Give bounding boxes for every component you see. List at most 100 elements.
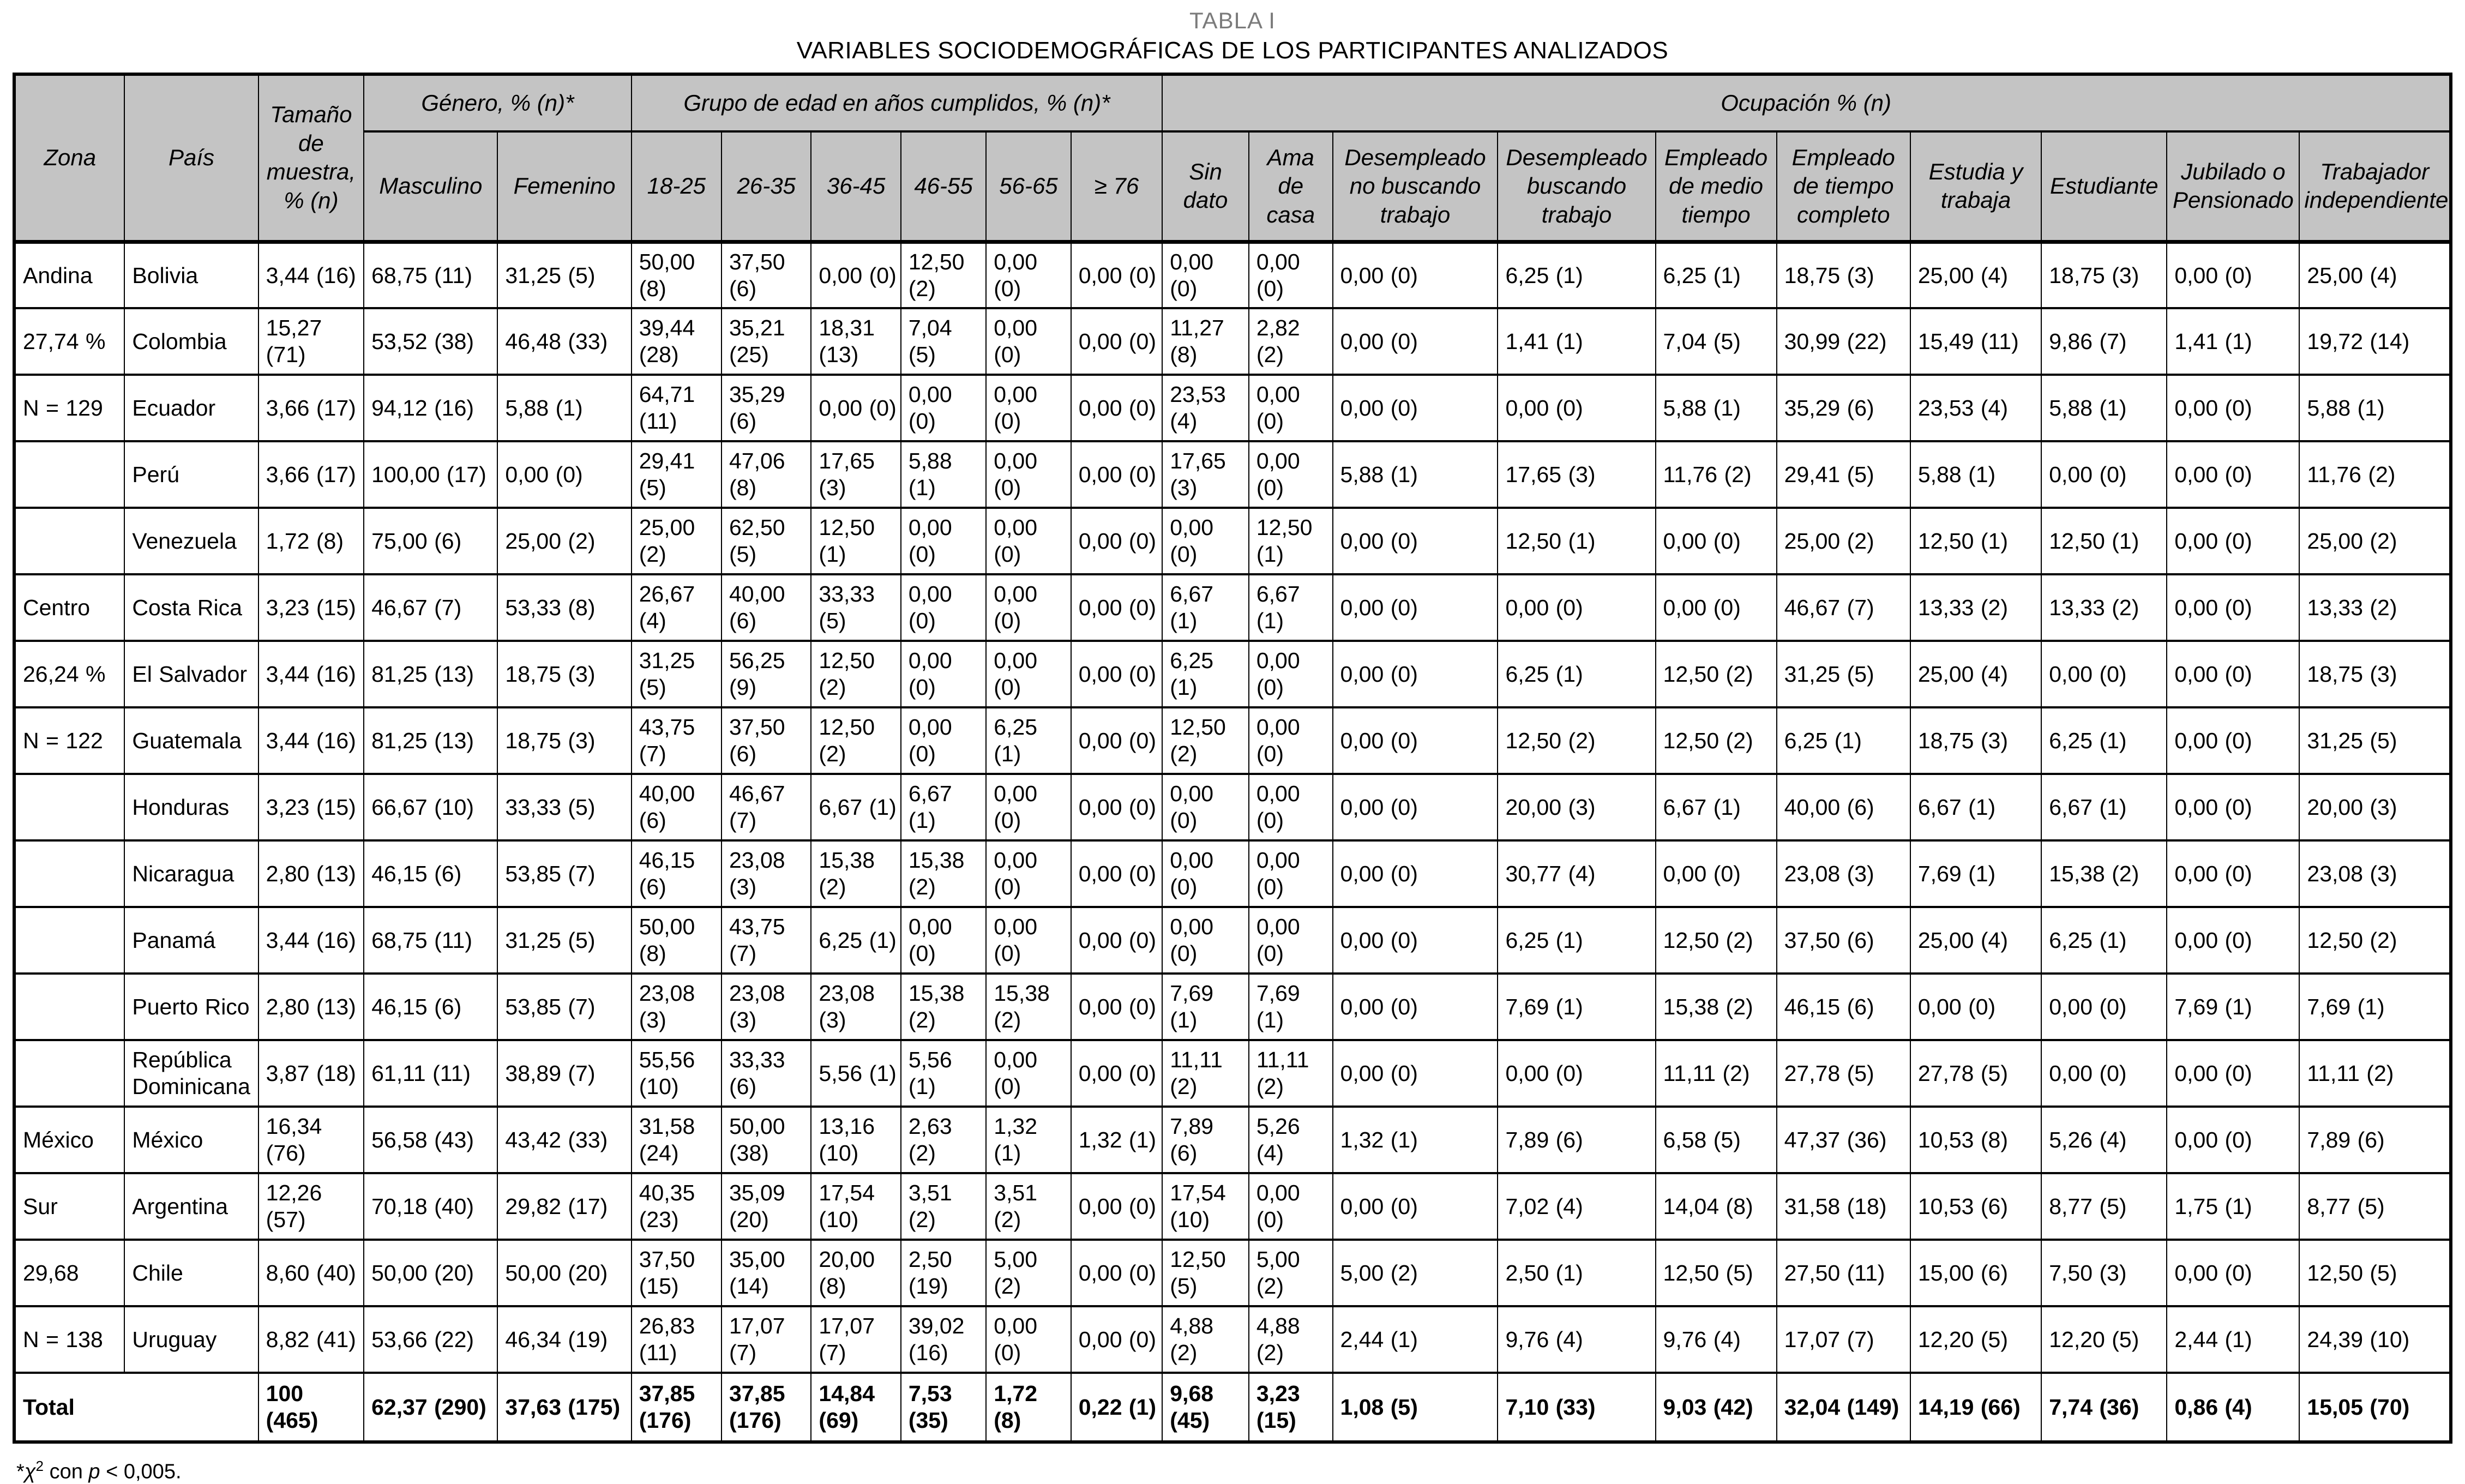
value-cell: 47,37 (36) xyxy=(1776,1106,1911,1175)
value-cell: 0,00 (0) xyxy=(2166,640,2300,709)
header-ama-de-casa: Ama de casa xyxy=(1248,130,1333,244)
table-row: 26,24 % El Salvador 3,44 (16) 81,25 (13) 18,… xyxy=(13,640,2451,709)
value-cell: 5,00 (2) xyxy=(1332,1239,1499,1308)
value-cell: 0,00 (0) xyxy=(1332,906,1499,975)
value-cell: 0,00 (0) xyxy=(1070,839,1163,909)
value-cell: 0,00 (0) xyxy=(985,374,1072,443)
pais-cell: Puerto Rico xyxy=(124,972,259,1042)
value-cell: 4,88 (2) xyxy=(1248,1305,1333,1374)
value-cell: 17,07 (7) xyxy=(1776,1305,1911,1374)
total-label-cell: Total xyxy=(14,1372,259,1444)
table-row: 27,74 % Colombia 15,27 (71) 53,52 (38) 46,48… xyxy=(13,307,2451,376)
sociodemographic-table: Zona País Tamaño de muestra, % (n) Géner… xyxy=(13,72,2452,1444)
value-cell: 31,25 (5) xyxy=(497,241,632,310)
value-cell: 11,11 (2) xyxy=(1162,1039,1249,1108)
value-cell: 0,00 (0) xyxy=(900,573,987,642)
header-desempleado-no-buscando: Desempleado no buscando trabajo xyxy=(1332,130,1499,244)
pais-cell: Panamá xyxy=(124,906,259,975)
value-cell: 0,00 (0) xyxy=(810,241,901,310)
value-cell: 50,00 (20) xyxy=(363,1239,498,1308)
value-cell: 0,00 (0) xyxy=(1070,573,1163,642)
value-cell: 0,00 (0) xyxy=(1070,640,1163,709)
value-cell: 0,00 (0) xyxy=(985,1039,1072,1108)
zona-cell: N = 129 xyxy=(13,374,125,443)
value-cell: 7,69 (1) xyxy=(1909,839,2042,909)
value-cell: 31,58 (24) xyxy=(630,1106,723,1175)
value-cell: 0,00 (0) xyxy=(1248,1172,1333,1241)
value-cell: 16,34 (76) xyxy=(257,1106,365,1175)
zona-cell: 27,74 % xyxy=(13,307,125,376)
value-cell: 2,44 (1) xyxy=(2166,1305,2300,1374)
table-row: República Dominicana 3,87 (18) 61,11 (11) 3… xyxy=(13,1039,2451,1108)
value-cell: 38,89 (7) xyxy=(497,1039,632,1108)
value-cell: 12,50 (5) xyxy=(2299,1239,2451,1308)
table-total-row: Total 100 (465) 62,37 (290) 37,63 (175) 37,8… xyxy=(14,1372,2451,1444)
value-cell: 11,11 (2) xyxy=(1655,1039,1777,1108)
total-value-cell: 100 (465) xyxy=(257,1372,365,1444)
value-cell: 0,00 (0) xyxy=(1497,573,1656,642)
value-cell: 0,00 (0) xyxy=(1248,906,1333,975)
value-cell: 0,00 (0) xyxy=(985,1305,1072,1374)
value-cell: 46,15 (6) xyxy=(363,839,498,909)
footnote-threshold: < 0,005. xyxy=(100,1461,182,1484)
total-value-cell: 62,37 (290) xyxy=(363,1372,498,1444)
value-cell: 35,00 (14) xyxy=(720,1239,812,1308)
value-cell: 1,75 (1) xyxy=(2166,1172,2300,1241)
value-cell: 23,08 (3) xyxy=(1776,839,1911,909)
value-cell: 0,00 (0) xyxy=(1248,241,1333,310)
value-cell: 31,25 (5) xyxy=(2299,706,2451,776)
value-cell: 0,00 (0) xyxy=(1332,507,1499,576)
table-row: Venezuela 1,72 (8) 75,00 (6) 25,00 (2) 25,00… xyxy=(13,507,2451,576)
value-cell: 0,00 (0) xyxy=(985,573,1072,642)
pais-cell: Venezuela xyxy=(124,507,259,576)
value-cell: 6,67 (1) xyxy=(1655,773,1777,842)
total-value-cell: 7,10 (33) xyxy=(1497,1372,1656,1444)
value-cell: 37,50 (15) xyxy=(630,1239,723,1308)
value-cell: 6,25 (1) xyxy=(1497,640,1656,709)
header-ocupacion-group: Ocupación % (n) xyxy=(1162,73,2451,133)
value-cell: 3,44 (16) xyxy=(257,640,365,709)
value-cell: 94,12 (16) xyxy=(363,374,498,443)
value-cell: 81,25 (13) xyxy=(363,640,498,709)
value-cell: 0,00 (0) xyxy=(1070,1172,1163,1241)
value-cell: 5,00 (2) xyxy=(985,1239,1072,1308)
value-cell: 8,82 (41) xyxy=(257,1305,365,1374)
zona-cell: Centro xyxy=(13,573,125,642)
value-cell: 24,39 (10) xyxy=(2299,1305,2451,1374)
table-footnote: *χ2 con p < 0,005. xyxy=(16,1458,2465,1484)
value-cell: 0,00 (0) xyxy=(1655,573,1777,642)
value-cell: 0,00 (0) xyxy=(1655,507,1777,576)
value-cell: 0,00 (0) xyxy=(1162,839,1249,909)
pais-cell: Honduras xyxy=(124,773,259,842)
value-cell: 66,67 (10) xyxy=(363,773,498,842)
value-cell: 0,00 (0) xyxy=(1332,839,1499,909)
value-cell: 5,88 (1) xyxy=(1332,440,1499,509)
value-cell: 18,75 (3) xyxy=(497,640,632,709)
value-cell: 47,06 (8) xyxy=(720,440,812,509)
value-cell: 43,75 (7) xyxy=(630,706,723,776)
value-cell: 40,00 (6) xyxy=(630,773,723,842)
value-cell: 0,00 (0) xyxy=(2041,640,2168,709)
header-edad-26-35: 26-35 xyxy=(720,130,812,244)
value-cell: 1,32 (1) xyxy=(1332,1106,1499,1175)
value-cell: 7,04 (5) xyxy=(900,307,987,376)
table-row: Centro Costa Rica 3,23 (15) 46,67 (7) 53,33 … xyxy=(13,573,2451,642)
value-cell: 0,00 (0) xyxy=(985,307,1072,376)
value-cell: 0,00 (0) xyxy=(2166,573,2300,642)
value-cell: 0,00 (0) xyxy=(1332,972,1499,1042)
table-title: TABLA I xyxy=(1189,8,1276,33)
value-cell: 0,00 (0) xyxy=(985,906,1072,975)
zona-cell: N = 138 xyxy=(13,1305,125,1374)
header-empleado-tiempo-completo: Empleado de tiempo completo xyxy=(1776,130,1911,244)
value-cell: 12,50 (1) xyxy=(1909,507,2042,576)
pais-cell: Guatemala xyxy=(124,706,259,776)
total-value-cell: 15,05 (70) xyxy=(2299,1372,2451,1444)
value-cell: 26,83 (11) xyxy=(630,1305,723,1374)
value-cell: 0,00 (0) xyxy=(1248,839,1333,909)
header-edad-56-65: 56-65 xyxy=(985,130,1072,244)
value-cell: 46,67 (7) xyxy=(363,573,498,642)
value-cell: 1,32 (1) xyxy=(1070,1106,1163,1175)
header-masculino: Masculino xyxy=(363,130,498,244)
value-cell: 10,53 (8) xyxy=(1909,1106,2042,1175)
header-edad-group: Grupo de edad en años cumplidos, % (n)* xyxy=(630,73,1163,133)
